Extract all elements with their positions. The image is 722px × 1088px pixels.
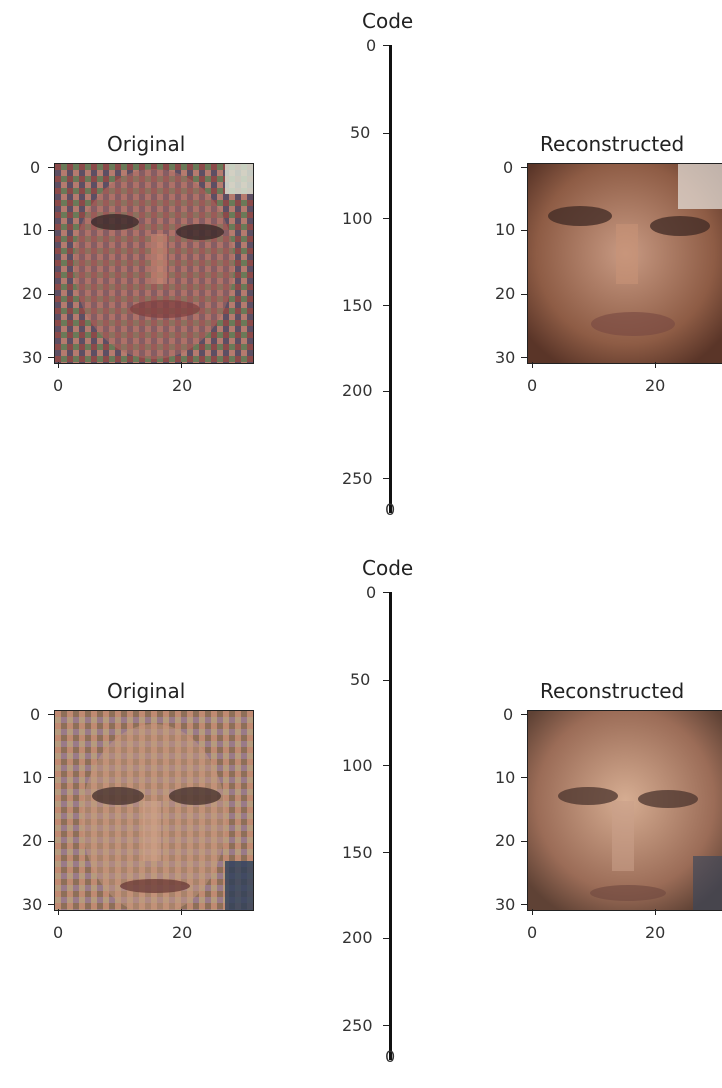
original-xtick-0: 0	[53, 376, 64, 395]
code-ytick-mark	[383, 1025, 389, 1026]
reconstructed-xtick-20: 20	[645, 923, 666, 942]
reconstructed-ytick-0: 0	[503, 158, 514, 177]
original-ytick-0: 0	[30, 158, 41, 177]
code-ytick-150: 150	[342, 843, 373, 862]
original-ytick-mark	[48, 777, 54, 778]
original-xtick-mark	[181, 362, 182, 368]
code-ytick-0: 0	[366, 583, 377, 602]
reconstructed-xtick-mark	[532, 909, 533, 915]
code-ytick-100: 100	[342, 209, 373, 228]
noisy-face-image	[55, 164, 253, 363]
code-ytick-mark	[383, 478, 389, 479]
original-ytick-mark	[48, 841, 54, 842]
original-ytick-mark	[48, 714, 54, 715]
reconstructed-ytick-mark	[521, 904, 527, 905]
original-ytick-20: 20	[22, 831, 43, 850]
original-title: Original	[107, 132, 186, 156]
original-ytick-0: 0	[30, 705, 41, 724]
reconstructed-ytick-30: 30	[495, 895, 516, 914]
code-ytick-mark	[383, 680, 389, 681]
original-ytick-mark	[48, 230, 54, 231]
noisy-face-image	[55, 711, 253, 910]
reconstructed-ytick-mark	[521, 167, 527, 168]
reconstructed-ytick-20: 20	[495, 284, 516, 303]
original-xtick-0: 0	[53, 923, 64, 942]
code-ytick-mark	[383, 218, 389, 219]
original-xtick-mark	[58, 362, 59, 368]
reconstructed-xtick-mark	[532, 362, 533, 368]
reconstructed-ytick-mark	[521, 714, 527, 715]
original-xtick-mark	[181, 909, 182, 915]
figure-row-2: Original 0 10 20 30 0 20	[0, 548, 722, 1088]
original-ytick-30: 30	[22, 348, 43, 367]
reconstructed-xtick-mark	[655, 362, 656, 368]
original-ytick-20: 20	[22, 284, 43, 303]
reconstructed-ytick-mark	[521, 841, 527, 842]
code-ytick-50: 50	[350, 123, 371, 142]
reconstructed-ytick-0: 0	[503, 705, 514, 724]
code-ytick-200: 200	[342, 928, 373, 947]
code-ytick-mark	[383, 938, 389, 939]
code-ytick-mark	[383, 592, 389, 593]
original-ytick-10: 10	[22, 768, 43, 787]
original-ytick-30: 30	[22, 895, 43, 914]
code-ytick-50: 50	[350, 670, 371, 689]
reconstructed-ytick-30: 30	[495, 348, 516, 367]
code-axis-line	[389, 592, 392, 1060]
reconstructed-xtick-0: 0	[527, 376, 538, 395]
original-image	[54, 163, 254, 364]
code-xtick-0: 0	[385, 1047, 396, 1066]
reconstructed-image	[527, 163, 722, 364]
code-ytick-0: 0	[366, 36, 377, 55]
reconstructed-title: Reconstructed	[540, 132, 685, 156]
reconstructed-xtick-20: 20	[645, 376, 666, 395]
code-axis-line	[389, 45, 392, 513]
reconstructed-ytick-10: 10	[495, 768, 516, 787]
original-ytick-mark	[48, 357, 54, 358]
original-ytick-10: 10	[22, 220, 43, 239]
reconstructed-ytick-mark	[521, 357, 527, 358]
reconstructed-ytick-mark	[521, 294, 527, 295]
original-ytick-mark	[48, 294, 54, 295]
code-ytick-mark	[383, 45, 389, 46]
code-title: Code	[362, 9, 414, 33]
reconstructed-ytick-20: 20	[495, 831, 516, 850]
reconstructed-xtick-mark	[655, 909, 656, 915]
reconstructed-image	[527, 710, 722, 911]
reconstructed-xtick-0: 0	[527, 923, 538, 942]
reconstructed-ytick-mark	[521, 777, 527, 778]
reconstructed-ytick-mark	[521, 230, 527, 231]
original-image	[54, 710, 254, 911]
reconstructed-title: Reconstructed	[540, 679, 685, 703]
original-ytick-mark	[48, 904, 54, 905]
code-ytick-mark	[383, 765, 389, 766]
original-ytick-mark	[48, 167, 54, 168]
code-ytick-mark	[383, 305, 389, 306]
figure-row-1: Original 0 10 20 30 0 20	[0, 0, 722, 540]
reconstructed-face-image	[528, 711, 722, 910]
code-ytick-100: 100	[342, 756, 373, 775]
original-xtick-20: 20	[172, 376, 193, 395]
original-xtick-20: 20	[172, 923, 193, 942]
original-title: Original	[107, 679, 186, 703]
code-ytick-mark	[383, 133, 389, 134]
code-ytick-mark	[383, 852, 389, 853]
code-xtick-0: 0	[385, 500, 396, 519]
code-ytick-mark	[383, 391, 389, 392]
code-ytick-250: 250	[342, 469, 373, 488]
code-ytick-250: 250	[342, 1016, 373, 1035]
code-ytick-150: 150	[342, 296, 373, 315]
reconstructed-face-image	[528, 164, 722, 363]
code-ytick-200: 200	[342, 381, 373, 400]
original-xtick-mark	[58, 909, 59, 915]
code-title: Code	[362, 556, 414, 580]
reconstructed-ytick-10: 10	[495, 220, 516, 239]
